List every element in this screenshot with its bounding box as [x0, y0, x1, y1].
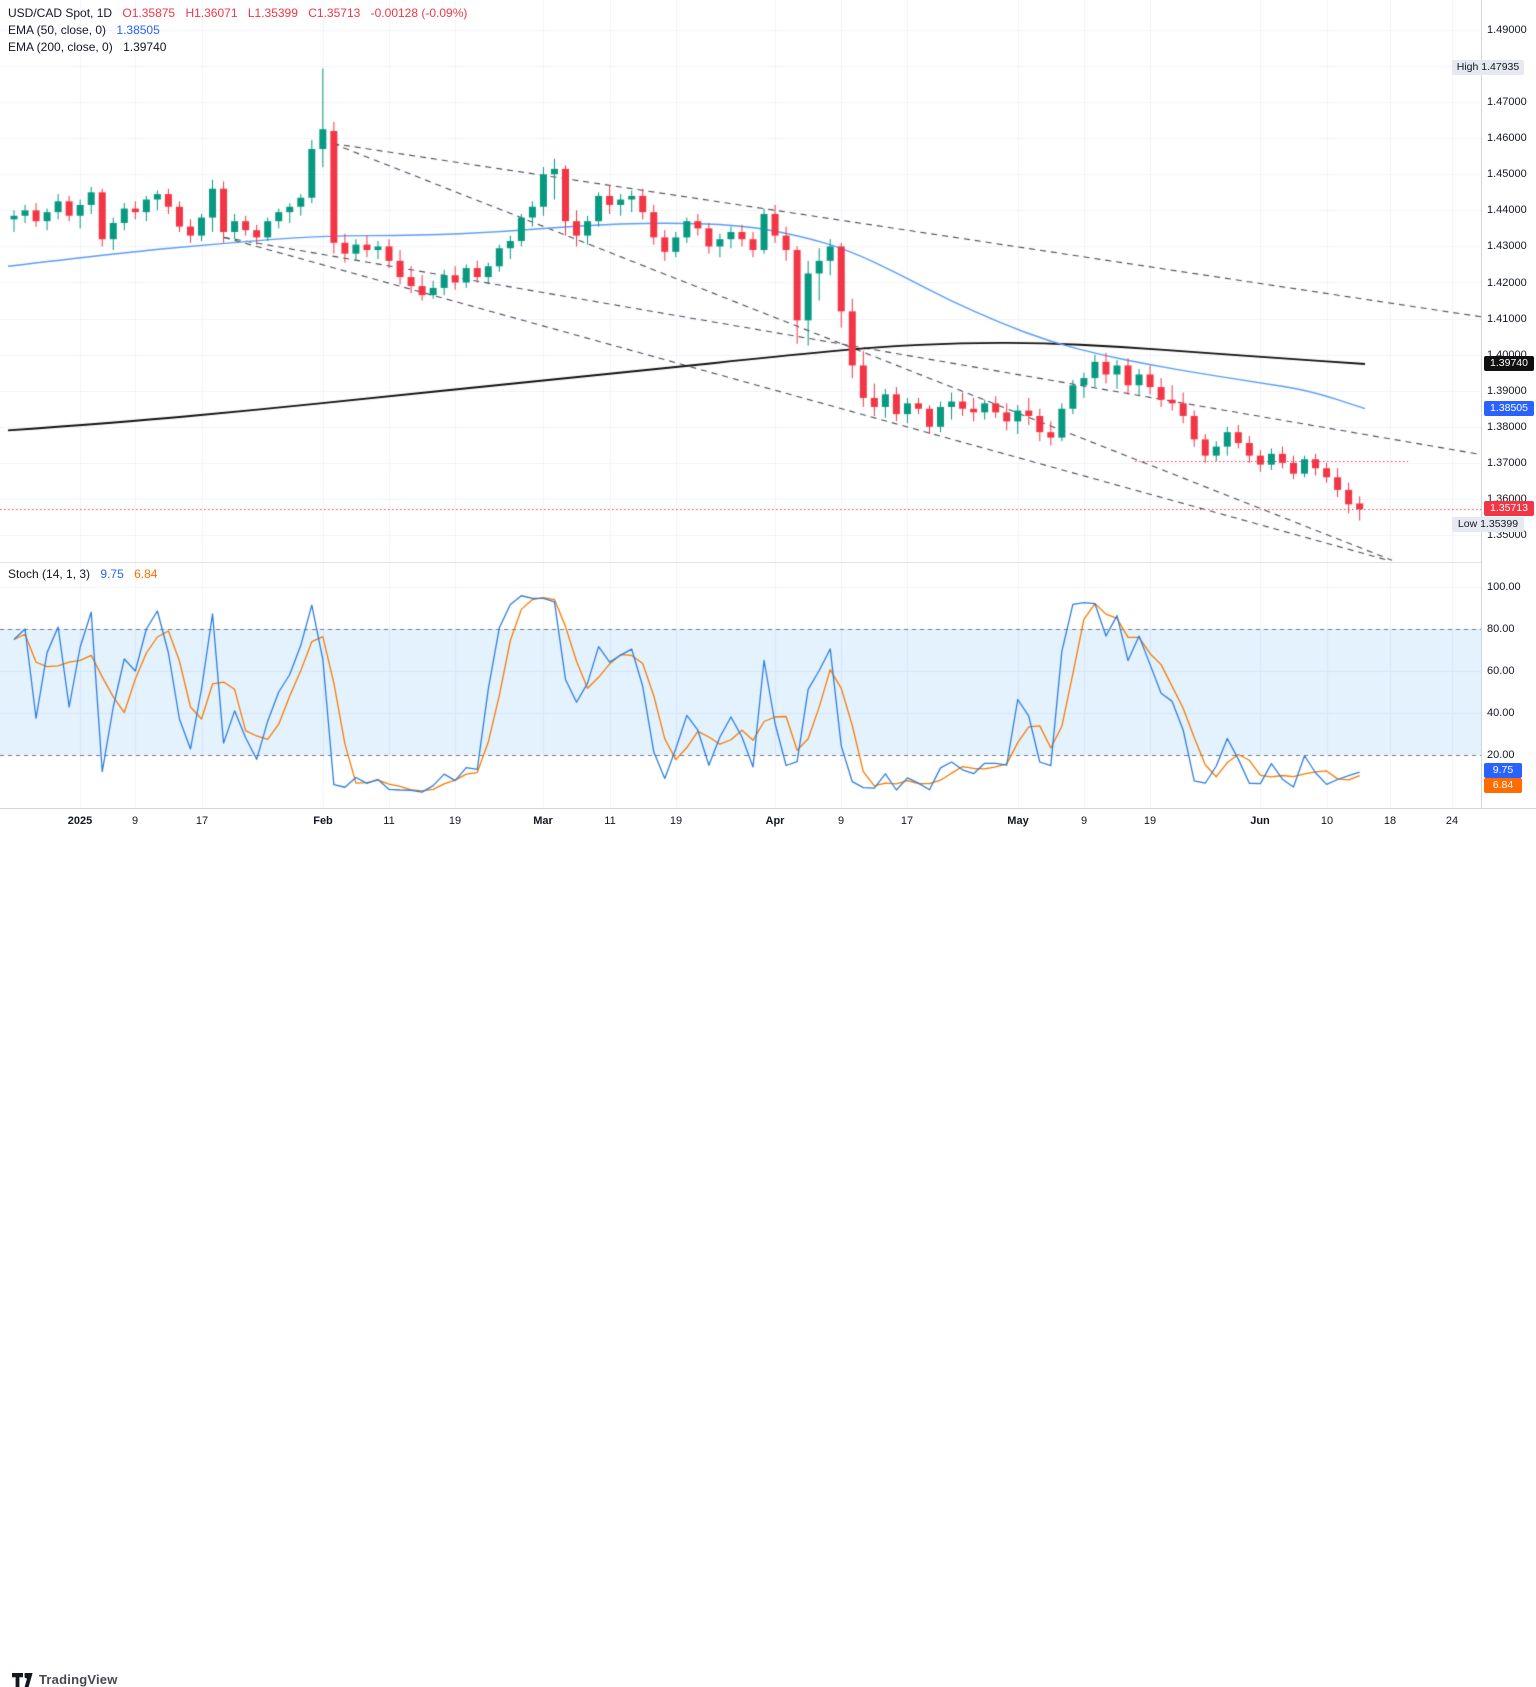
stoch-tick: 100.00 [1487, 581, 1521, 593]
time-tick: Mar [533, 815, 553, 827]
ohlc-close: C1.35713 [308, 6, 361, 20]
ema50-row: EMA (50, close, 0) 1.38505 [8, 22, 467, 39]
time-tick: 19 [669, 815, 683, 827]
price-tick: 1.42000 [1487, 276, 1527, 289]
price-tick: 1.49000 [1487, 24, 1527, 36]
time-tick: Feb [313, 815, 333, 827]
bottom-strip: TradingView [0, 834, 1536, 1687]
tradingview-attribution[interactable]: TradingView [12, 1672, 118, 1687]
stoch-d-value-label: 6.84 [1484, 777, 1522, 793]
ema200-row: EMA (200, close, 0) 1.39740 [8, 39, 467, 56]
price-tick: 1.38000 [1487, 420, 1527, 433]
price-legend: USD/CAD Spot, 1D O1.35875 H1.36071 L1.35… [8, 5, 467, 56]
price-tick: 1.47000 [1487, 96, 1527, 109]
tradingview-logo-text: TradingView [39, 1672, 118, 1687]
price-tick: 1.44000 [1487, 204, 1527, 217]
high-price-label: High 1.47935 [1452, 60, 1524, 76]
price-tick: 1.39000 [1487, 384, 1527, 397]
ohlc-low: L1.35399 [247, 6, 298, 20]
ohlc-open: O1.35875 [122, 6, 176, 20]
ohlc-high: H1.36071 [185, 6, 238, 20]
price-tick: 1.43000 [1487, 240, 1527, 253]
symbol-title[interactable]: USD/CAD Spot, 1D [8, 6, 113, 20]
symbol-row: USD/CAD Spot, 1D O1.35875 H1.36071 L1.35… [8, 5, 467, 22]
ema50-value: 1.38505 [116, 23, 160, 37]
pane-divider[interactable] [0, 562, 1536, 563]
time-tick: 11 [604, 815, 616, 827]
stoch-tick: 60.00 [1487, 665, 1515, 677]
low-price-label: Low 1.35399 [1452, 516, 1524, 532]
stoch-k-value-label: 9.75 [1484, 762, 1522, 778]
ema200-label[interactable]: EMA (200, close, 0) [8, 40, 113, 54]
time-tick: 17 [195, 815, 209, 827]
stoch-legend: Stoch (14, 1, 3) 9.75 6.84 [8, 567, 157, 581]
time-tick: 9 [837, 815, 845, 827]
time-tick: 9 [1080, 815, 1088, 827]
ohlc-change: -0.00128 (-0.09%) [370, 6, 468, 20]
time-tick: 9 [131, 815, 139, 827]
price-axis[interactable]: 1.49000 1.47000 1.46000 1.45000 1.44000 1.430… [1452, 0, 1536, 808]
time-tick: 11 [383, 815, 395, 827]
ema50-label[interactable]: EMA (50, close, 0) [8, 23, 107, 37]
stoch-tick: 40.00 [1487, 707, 1515, 719]
chart-canvas[interactable] [0, 0, 1481, 808]
tradingview-logo-icon [12, 1672, 33, 1687]
time-tick: 10 [1320, 815, 1334, 827]
price-tick: 1.46000 [1487, 132, 1527, 145]
time-tick: 24 [1445, 815, 1459, 827]
stoch-label[interactable]: Stoch (14, 1, 3) [8, 567, 91, 581]
stoch-tick: 20.00 [1487, 749, 1515, 761]
time-tick: 19 [1143, 815, 1157, 827]
time-tick: May [1007, 815, 1029, 827]
time-tick: 2025 [67, 815, 93, 827]
time-tick: Apr [765, 815, 785, 827]
time-tick: 19 [448, 815, 462, 827]
price-tick: 1.35000 [1487, 529, 1527, 541]
stoch-d-value: 6.84 [134, 567, 158, 581]
price-tick: 1.45000 [1487, 168, 1527, 181]
last-price-label: 1.35713 [1484, 501, 1534, 517]
time-axis[interactable]: 2025 9 17 Feb 11 19 Mar 11 19 Apr 9 17 May 9 19 Jun 10 18… [0, 808, 1536, 834]
ema200-value: 1.39740 [123, 40, 167, 54]
time-tick: Jun [1250, 815, 1270, 827]
price-tick: 1.37000 [1487, 456, 1527, 469]
time-tick: 18 [1383, 815, 1397, 827]
price-tick: 1.41000 [1487, 312, 1527, 325]
stoch-tick: 80.00 [1487, 623, 1515, 635]
stoch-k-value: 9.75 [100, 567, 124, 581]
ema50-price-label: 1.38505 [1484, 400, 1534, 416]
time-tick: 17 [900, 815, 914, 827]
ema200-price-label: 1.39740 [1484, 356, 1534, 372]
